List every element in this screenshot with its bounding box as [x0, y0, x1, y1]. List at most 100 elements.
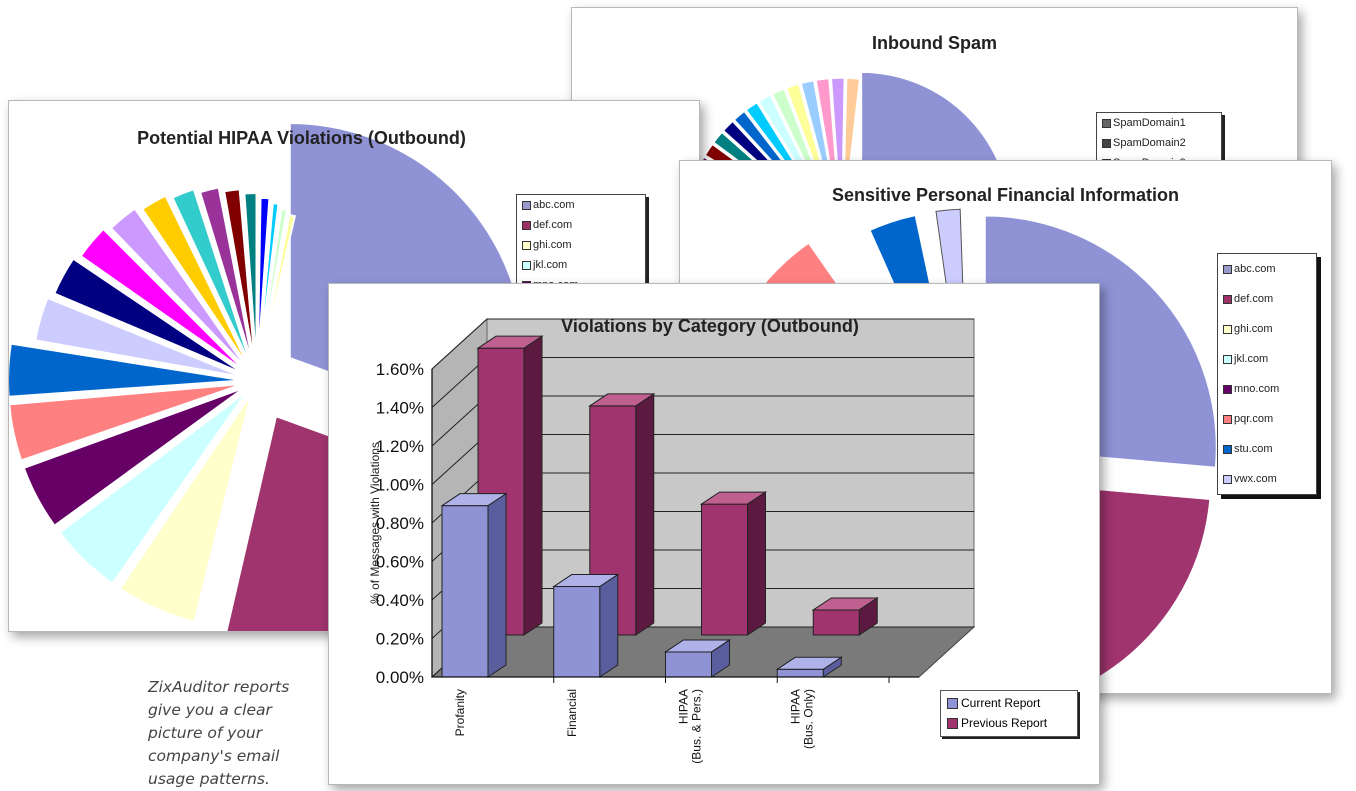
- legend-item: jkl.com: [517, 255, 645, 275]
- pie-slice: [22, 386, 246, 528]
- legend-item: def.com: [1218, 284, 1316, 314]
- legend-label: jkl.com: [1234, 353, 1269, 365]
- bar: [701, 503, 748, 636]
- financial-card-title: Sensitive Personal Financial Information: [831, 185, 1180, 205]
- x-tick-label: (Bus. & Pers.): [690, 689, 704, 764]
- pie-slice: [830, 77, 846, 173]
- legend-label: jkl.com: [533, 259, 568, 271]
- pie-slice: [223, 188, 257, 368]
- legend-item: jkl.com: [1218, 344, 1316, 374]
- legend-label: abc.com: [1234, 263, 1276, 275]
- bar-top: [440, 493, 508, 507]
- x-tick-label: Financial: [565, 689, 579, 737]
- legend-swatch: [1223, 445, 1232, 454]
- legend-item-current: Current Report: [941, 693, 1077, 713]
- bar-side: [747, 491, 766, 636]
- grid-line: [431, 318, 974, 370]
- pie-slice: [58, 390, 249, 585]
- legend-swatch: [522, 261, 531, 270]
- y-tick-label: 0.80%: [376, 514, 424, 533]
- legend-item: stu.com: [1218, 434, 1316, 464]
- pie-slice: [118, 393, 253, 624]
- legend-label: abc.com: [533, 199, 575, 211]
- violations-report-card: 0.00% 0.20% 0.40% 0.60% 0.80% 1.00% 1.20% 1.40%…: [328, 283, 1100, 785]
- legend-label: vwx.com: [1234, 473, 1277, 485]
- pie-slice: [243, 192, 258, 368]
- pie-slice: [757, 94, 810, 173]
- bar: [441, 505, 489, 678]
- pie-slice: [79, 227, 247, 373]
- legend-item: abc.com: [1218, 254, 1316, 284]
- pie-slice: [171, 187, 253, 369]
- pie-slice: [257, 202, 280, 368]
- legend-swatch: [1223, 355, 1232, 364]
- x-tick-label: (Bus. Only): [801, 689, 815, 749]
- bar: [812, 609, 860, 636]
- pie-slice: [9, 382, 244, 462]
- caption-text: ZixAuditor reports give you a clear pict…: [148, 678, 290, 788]
- pie-slice: [198, 186, 255, 368]
- legend-label: SpamDomain1: [1113, 117, 1186, 129]
- chart-title: Violations by Category (Outbound): [561, 316, 859, 336]
- legend-label: def.com: [1234, 293, 1274, 305]
- y-tick-label: 0.60%: [376, 553, 424, 572]
- legend-swatch: [1223, 265, 1232, 274]
- legend-label: Current Report: [961, 696, 1041, 710]
- legend-label: ghi.com: [1234, 323, 1273, 335]
- legend-label: def.com: [533, 219, 573, 231]
- y-tick-label: 0.40%: [376, 591, 424, 610]
- y-axis-title: % of Messages with Violations: [368, 442, 382, 604]
- legend-item: mno.com: [1218, 374, 1316, 404]
- pie-slice: [745, 101, 802, 173]
- legend-swatch: [1223, 295, 1232, 304]
- y-tick-label: 0.00%: [376, 668, 424, 687]
- legend-swatch: [1223, 325, 1232, 334]
- bar-top: [552, 574, 620, 588]
- bar-side: [599, 573, 619, 678]
- bar-side: [523, 335, 543, 636]
- y-tick-label: 1.60%: [376, 360, 424, 379]
- legend-swatch: [1223, 385, 1232, 394]
- pie-slice: [733, 110, 793, 173]
- legend-label: Previous Report: [961, 716, 1048, 730]
- bar-side: [487, 492, 507, 678]
- bar: [665, 651, 712, 678]
- legend-swatch: [522, 201, 531, 210]
- spam-card-title: Inbound Spam: [872, 33, 997, 53]
- legend-label: SpamDomain2: [1113, 137, 1186, 149]
- bar: [553, 586, 601, 678]
- legend-item: ghi.com: [1218, 314, 1316, 344]
- legend-item: abc.com: [517, 195, 645, 215]
- x-tick-label: HIPAA: [677, 689, 691, 724]
- violations-bar-chart: 0.00% 0.20% 0.40% 0.60% 0.80% 1.00% 1.20% 1.40%…: [368, 317, 976, 764]
- y-tick-label: 1.40%: [376, 399, 424, 418]
- bar-side: [635, 392, 655, 636]
- financial-legend: abc.com def.com ghi.com jkl.com mno.com …: [1217, 253, 1317, 495]
- bar-top: [699, 491, 768, 505]
- legend-item: def.com: [517, 215, 645, 235]
- pie-slice: [34, 296, 244, 379]
- pie-slice: [860, 70, 1004, 173]
- bar-top: [811, 597, 879, 611]
- legend-swatch: [522, 241, 531, 250]
- pie-slice: [53, 257, 246, 376]
- legend-label: stu.com: [1234, 443, 1273, 455]
- pie-slice: [140, 194, 251, 370]
- y-tick-label: 1.20%: [376, 437, 424, 456]
- pie-slice: [785, 83, 825, 173]
- legend-swatch: [947, 718, 958, 729]
- bar-chart-legend: Current Report Previous Report: [940, 690, 1078, 737]
- pie-slice: [9, 342, 244, 398]
- y-tick-label: 0.20%: [376, 630, 424, 649]
- legend-item: vwx.com: [1218, 464, 1316, 494]
- pie-slice: [771, 87, 818, 173]
- legend-swatch: [1102, 119, 1111, 128]
- legend-item: SpamDomain1: [1097, 113, 1221, 133]
- bar-top: [476, 335, 544, 349]
- bar: [776, 668, 824, 678]
- x-tick-label: HIPAA: [788, 689, 802, 724]
- legend-label: ghi.com: [533, 239, 572, 251]
- hipaa-card-title: Potential HIPAA Violations (Outbound): [137, 128, 466, 148]
- pie-slice: [109, 207, 249, 371]
- pie-slice: [256, 196, 271, 368]
